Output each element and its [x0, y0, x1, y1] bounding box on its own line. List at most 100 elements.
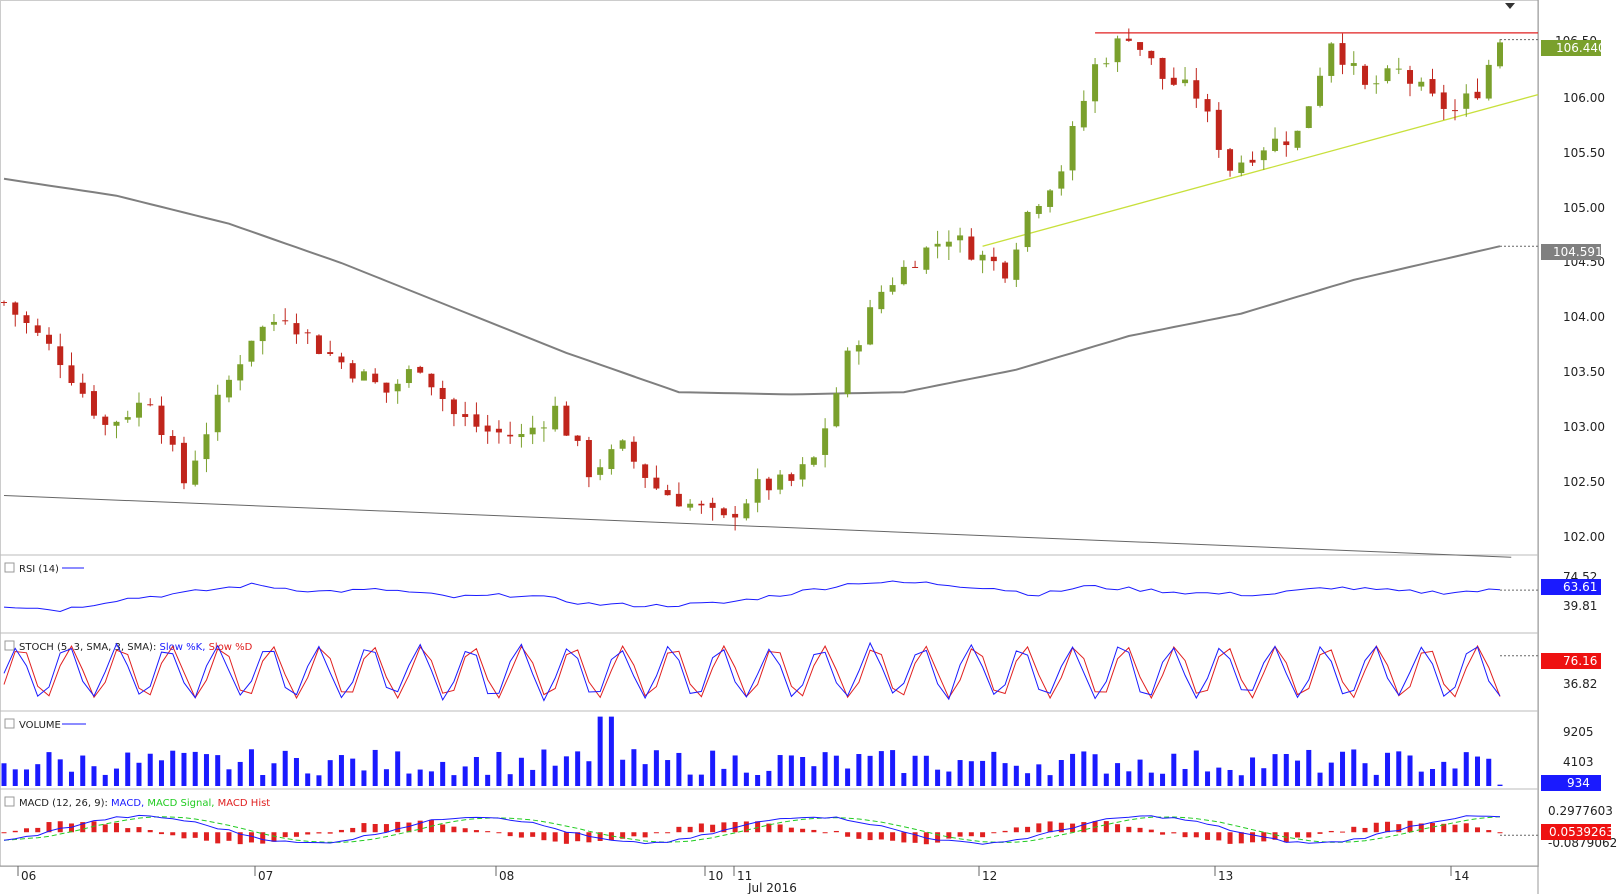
stoch-k-line — [3, 641, 1501, 702]
volume-toggle-icon[interactable] — [4, 718, 15, 729]
volume-bar — [338, 755, 344, 786]
volume-bar — [991, 751, 997, 786]
candle — [1317, 75, 1324, 106]
macd-hist-bar — [1013, 827, 1019, 833]
plot-frame — [0, 0, 1539, 867]
macd-title: MACD (12, 26, 9): MACD, MACD Signal, MAC… — [19, 798, 270, 809]
macd-hist-bar — [653, 832, 659, 834]
volume-bar — [305, 773, 311, 786]
rsi-toggle-icon[interactable] — [4, 562, 15, 573]
candle — [327, 352, 334, 354]
scroll-down-arrow-icon[interactable] — [1505, 3, 1515, 9]
candle — [1092, 64, 1099, 102]
candle — [799, 464, 806, 480]
macd-hist-bar — [1497, 832, 1503, 834]
volume-bar — [68, 771, 74, 786]
candle — [1148, 50, 1155, 59]
macd-hist-bar — [1295, 832, 1301, 838]
macd-hist-bar — [1272, 832, 1278, 840]
macd-hist-bar — [248, 832, 254, 843]
volume-bar — [316, 775, 322, 786]
candle — [1249, 159, 1256, 163]
volume-bar — [462, 766, 468, 786]
volume-bar — [698, 774, 704, 786]
macd-hist-bar — [158, 832, 164, 835]
macd-hist-bar — [968, 832, 974, 837]
date-label: 14 — [1454, 869, 1469, 883]
volume-bar — [563, 756, 569, 786]
macd-hist-bar — [1216, 832, 1222, 841]
rsi-line — [3, 580, 1501, 613]
volume-bar — [620, 759, 626, 786]
macd-hist-bar — [1002, 830, 1008, 833]
candle — [608, 449, 615, 470]
volume-bar — [226, 769, 232, 786]
macd-hist-bar — [1081, 822, 1087, 833]
macd-hist-bar — [271, 832, 277, 842]
macd-value-badge — [1541, 824, 1611, 840]
macd-hist-bar — [1463, 823, 1469, 833]
candle — [563, 405, 570, 436]
macd-hist-bar — [552, 832, 558, 842]
candle — [1294, 130, 1301, 148]
candle — [552, 405, 559, 430]
volume-bar — [597, 716, 603, 786]
macd-hist-bar — [12, 830, 18, 833]
volume-bar — [1013, 765, 1019, 786]
macd-hist-bar — [125, 828, 131, 833]
candle — [45, 334, 52, 344]
volume-bar — [788, 755, 794, 786]
macd-toggle-icon[interactable] — [4, 796, 15, 807]
candle — [124, 417, 131, 420]
candle — [597, 467, 604, 475]
volume-bar — [552, 765, 558, 786]
macd-hist-bar — [867, 832, 873, 841]
candle — [1407, 70, 1414, 84]
candle — [57, 346, 64, 366]
volume-bar — [158, 760, 164, 786]
volume-bar — [80, 755, 86, 786]
date-label: 12 — [982, 869, 997, 883]
macd-hist-bar — [350, 827, 356, 833]
macd-hist-bar — [1475, 827, 1481, 833]
macd-hist-bar — [406, 822, 412, 833]
volume-value-badge — [1541, 775, 1601, 791]
macd-hist-bar — [935, 832, 941, 843]
volume-bar — [496, 751, 502, 786]
candle — [203, 434, 210, 460]
volume-bar — [440, 761, 446, 786]
candle — [12, 302, 19, 315]
candle — [282, 320, 289, 322]
volume-bar — [1160, 773, 1166, 786]
candle — [34, 325, 41, 333]
candle — [372, 373, 379, 383]
volume-bar — [1306, 749, 1312, 786]
ma-value: 104.591 — [1553, 245, 1603, 259]
macd-hist-bar — [856, 832, 862, 839]
date-label: 13 — [1218, 869, 1233, 883]
macd-hist-bar — [293, 832, 299, 837]
candle — [518, 434, 525, 438]
candle — [754, 479, 761, 503]
candle — [1395, 68, 1402, 70]
candle — [1373, 83, 1380, 85]
volume-bar — [417, 769, 423, 786]
candle — [1058, 171, 1065, 189]
volume-bar — [923, 755, 929, 786]
date-label: 11 — [737, 869, 752, 883]
candle — [68, 365, 75, 383]
macd-hist-bar — [845, 832, 851, 837]
macd-hist-bar — [822, 832, 828, 834]
volume-title: VOLUME — [19, 720, 61, 731]
volume-bar — [12, 769, 18, 786]
stoch-toggle-icon[interactable] — [4, 640, 15, 651]
macd-hist-bar — [113, 822, 119, 833]
candle — [765, 478, 772, 491]
volume-bar — [35, 764, 41, 786]
volume-bar — [1, 763, 7, 786]
macd-hist-bar — [68, 823, 74, 833]
macd-hist-bar — [1103, 821, 1109, 833]
candle — [1, 302, 7, 304]
current-price-value: 106.440 — [1556, 41, 1606, 55]
